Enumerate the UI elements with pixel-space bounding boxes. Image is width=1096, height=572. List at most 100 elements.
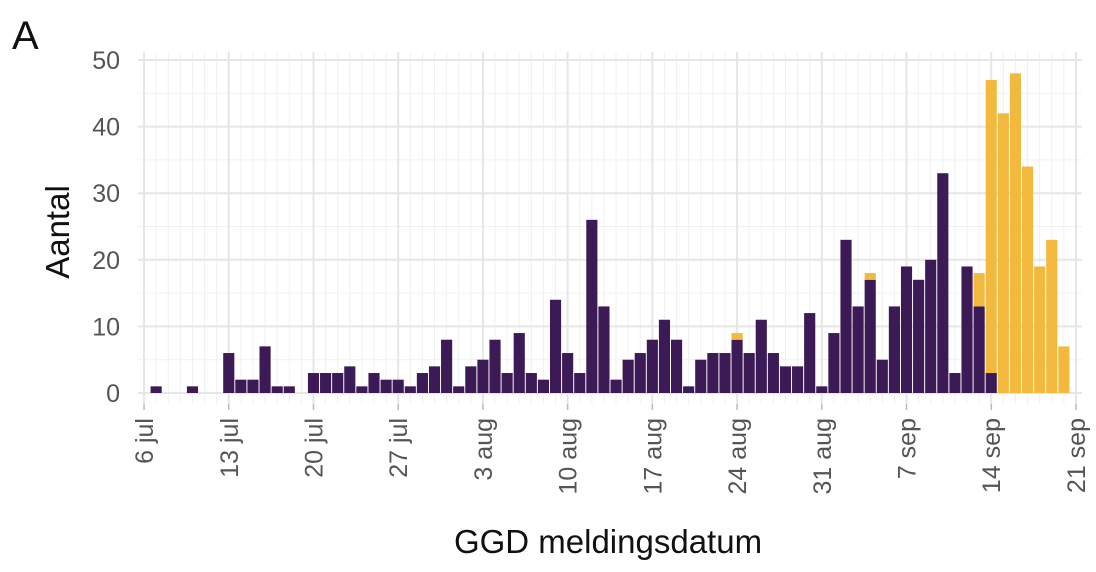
bar-2020-08-30-series-1 [804,313,816,393]
x-tick-label: 10 aug [555,418,583,494]
bar-2020-08-19-series-1 [670,339,683,393]
bar-2020-08-02-series-1 [465,366,477,393]
bar-2020-07-10-series-1 [186,386,199,393]
bar-2020-07-27-series-1 [392,379,404,393]
bars [150,73,1070,393]
bar-2020-08-16-series-1 [634,353,646,393]
bar-2020-07-23-series-1 [344,366,356,393]
gridlines [138,52,1082,404]
bar-2020-08-11-series-1 [574,373,586,393]
bar-2020-09-12-series-1 [961,266,973,393]
bar-2020-09-01-series-1 [828,333,840,393]
x-tick-label: 21 sep [1063,418,1091,493]
bar-2020-07-07-series-1 [150,386,162,393]
bar-2020-08-24-series-2 [731,333,743,340]
x-tick-label: 31 aug [809,418,837,494]
bar-2020-08-03-series-1 [477,359,489,393]
bar-2020-07-18-series-1 [283,386,295,393]
bar-2020-08-20-series-1 [683,386,695,393]
y-tick-label: 30 [92,180,120,208]
bar-2020-09-13-series-1 [973,306,985,393]
bar-2020-09-18-series-2 [1034,266,1046,393]
bar-2020-08-26-series-1 [755,319,767,393]
bar-2020-09-02-series-1 [840,239,852,393]
bar-2020-08-08-series-1 [537,379,550,393]
bar-2020-07-24-series-1 [356,386,368,393]
bar-2020-07-26-series-1 [380,379,392,393]
x-tick-label: 7 sep [894,418,922,479]
bar-2020-08-15-series-1 [622,359,634,393]
bar-2020-09-09-series-1 [925,259,937,393]
y-tick-label: 20 [92,247,120,275]
bar-2020-09-03-series-1 [852,306,864,393]
bar-2020-09-05-series-1 [876,359,888,393]
bar-2020-09-04-series-1 [864,279,876,393]
panel-label: A [12,14,39,58]
bar-2020-07-28-series-1 [404,386,416,393]
bar-2020-09-20-series-2 [1058,346,1070,393]
bar-2020-09-15-series-2 [997,113,1009,393]
bar-2020-09-11-series-1 [949,373,961,393]
x-tick-label: 20 jul [300,418,328,478]
x-tick-label: 17 aug [639,418,667,494]
x-tick-label: 24 aug [724,418,752,494]
bar-2020-09-13-series-2 [973,273,985,307]
y-tick-labels: 0 10 20 30 40 50 [92,47,120,408]
bar-2020-08-21-series-1 [695,359,707,393]
x-axis-label: GGD meldingsdatum [453,523,763,560]
bar-2020-09-17-series-2 [1021,166,1034,393]
x-tick-label: 14 sep [978,418,1006,493]
bar-2020-08-17-series-1 [646,339,658,393]
bar-2020-08-14-series-1 [610,379,622,393]
bar-2020-08-12-series-1 [586,219,598,393]
bar-2020-08-05-series-1 [501,373,513,393]
bar-2020-09-07-series-1 [900,266,913,393]
bar-2020-08-24-series-1 [731,339,743,393]
bar-2020-07-17-series-1 [271,386,283,393]
bar-2020-08-06-series-1 [513,333,525,393]
bar-2020-07-30-series-1 [428,366,441,393]
bar-2020-07-31-series-1 [441,339,453,393]
bar-2020-09-04-series-2 [864,273,876,280]
bar-2020-07-25-series-1 [368,373,380,393]
bar-2020-08-10-series-1 [562,353,574,393]
y-tick-label: 50 [92,47,120,75]
bar-2020-08-09-series-1 [549,299,562,393]
bar-2020-07-14-series-1 [235,379,247,393]
x-tick-label: 6 jul [131,418,159,464]
bar-2020-08-22-series-1 [707,353,719,393]
bar-2020-07-21-series-1 [320,373,332,393]
bar-2020-08-04-series-1 [489,339,501,393]
bar-2020-07-29-series-1 [416,373,428,393]
bar-2020-09-06-series-1 [888,306,900,393]
bar-2020-07-15-series-1 [247,379,259,393]
bar-2020-08-29-series-1 [792,366,804,393]
y-tick-label: 10 [92,313,120,341]
bar-2020-07-13-series-1 [223,353,235,393]
bar-2020-09-19-series-2 [1046,239,1058,393]
bar-2020-07-22-series-1 [332,373,344,393]
bar-2020-08-18-series-1 [658,319,671,393]
bar-2020-08-13-series-1 [598,306,610,393]
bar-2020-09-16-series-2 [1009,73,1022,393]
bar-2020-08-28-series-1 [779,366,792,393]
bar-2020-08-27-series-1 [767,353,779,393]
x-tick-label: 3 aug [470,418,498,481]
bar-2020-08-31-series-1 [816,386,828,393]
bar-2020-08-23-series-1 [719,353,731,393]
bar-2020-08-07-series-1 [525,373,537,393]
bar-2020-08-25-series-1 [743,353,755,393]
y-tick-label: 0 [106,380,120,408]
y-tick-label: 40 [92,114,120,142]
bar-2020-09-10-series-1 [937,173,949,393]
x-tick-labels: 6 jul 13 jul 20 jul 27 jul 3 aug 10 aug 17 aug… [131,404,1091,494]
bar-2020-09-14-series-1 [985,373,997,393]
bar-2020-09-08-series-1 [913,279,925,393]
bar-2020-07-16-series-1 [259,346,271,393]
x-tick-label: 13 jul [216,418,244,478]
bar-2020-08-01-series-1 [453,386,465,393]
bar-2020-09-14-series-2 [985,79,997,374]
x-tick-label: 27 jul [385,418,413,478]
bar-2020-07-20-series-1 [307,373,320,393]
